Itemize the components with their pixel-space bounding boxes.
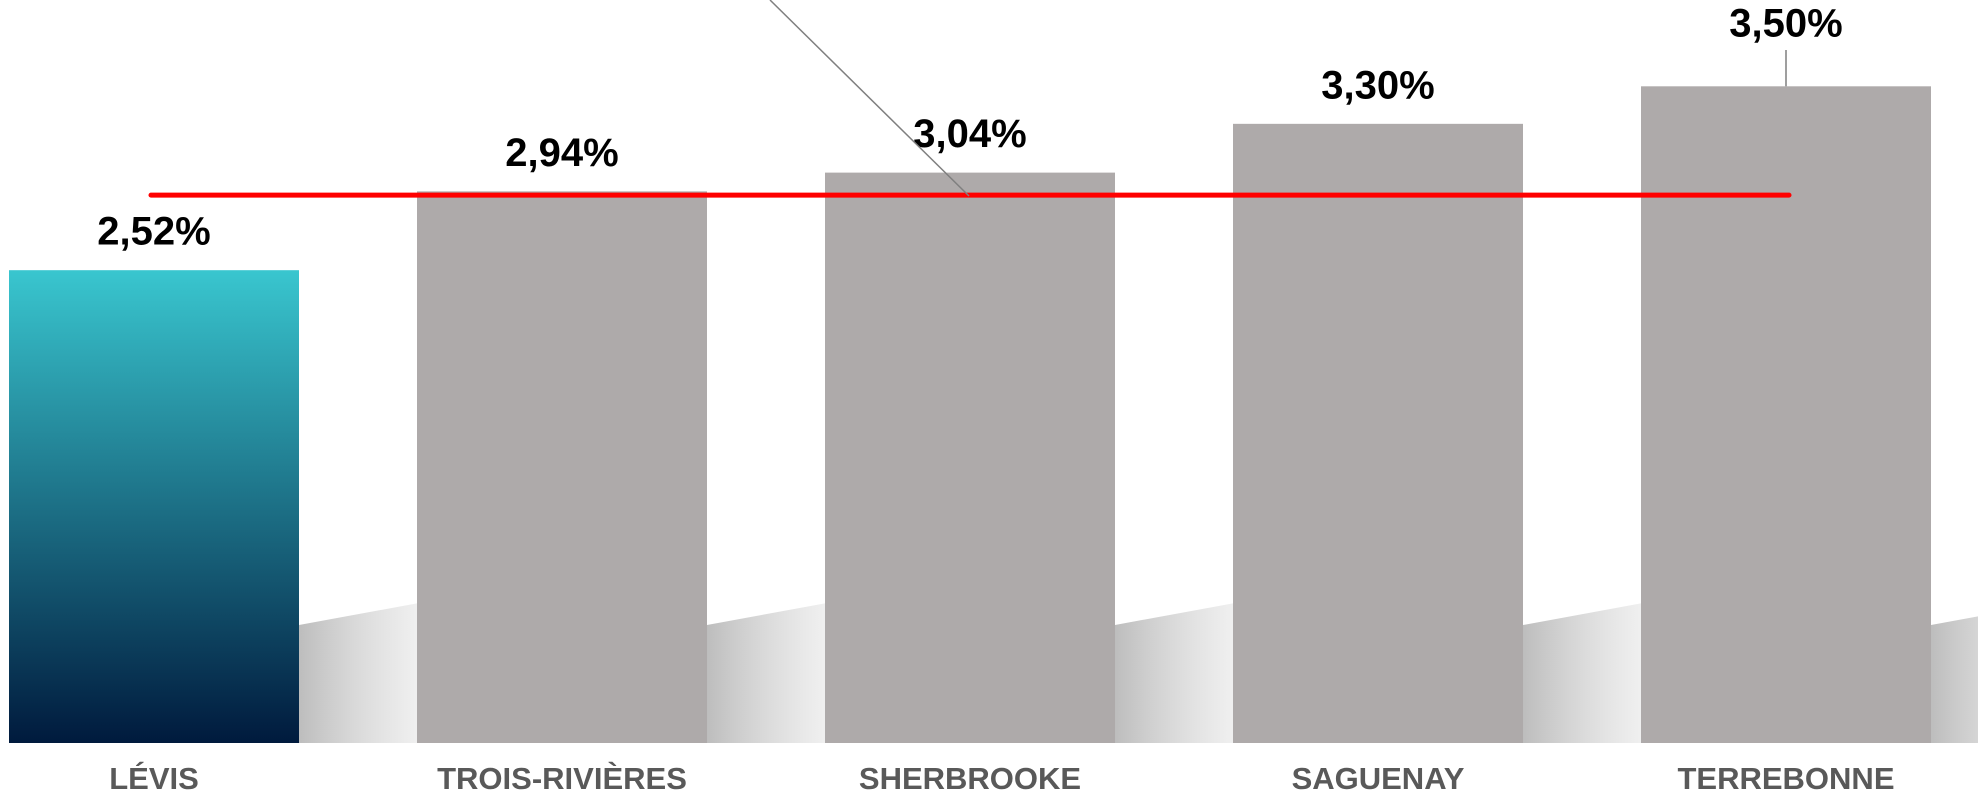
x-tick-label: SAGUENAY bbox=[1292, 761, 1465, 796]
value-label: 3,04% bbox=[913, 112, 1026, 156]
bar-shadow bbox=[1115, 603, 1235, 743]
value-label: 2,52% bbox=[97, 210, 210, 254]
bar-shadow bbox=[707, 603, 827, 743]
x-tick-label: SHERBROOKE bbox=[859, 761, 1081, 796]
value-label: 3,30% bbox=[1321, 63, 1434, 107]
bar bbox=[9, 270, 299, 743]
bar bbox=[825, 172, 1115, 744]
bar bbox=[1641, 86, 1931, 743]
bar bbox=[1233, 123, 1523, 744]
x-tick-label: TERREBONNE bbox=[1677, 761, 1894, 796]
value-label: 2,94% bbox=[505, 131, 618, 175]
x-tick-label: TROIS-RIVIÈRES bbox=[437, 761, 687, 796]
bar-shadow bbox=[1931, 616, 1978, 743]
value-label: 3,50% bbox=[1729, 2, 1842, 46]
bar bbox=[417, 191, 707, 743]
x-tick-label: LÉVIS bbox=[109, 761, 199, 796]
bar-shadow bbox=[299, 603, 419, 743]
bar-shadow bbox=[1523, 603, 1643, 743]
annotation-leader bbox=[769, 0, 970, 197]
